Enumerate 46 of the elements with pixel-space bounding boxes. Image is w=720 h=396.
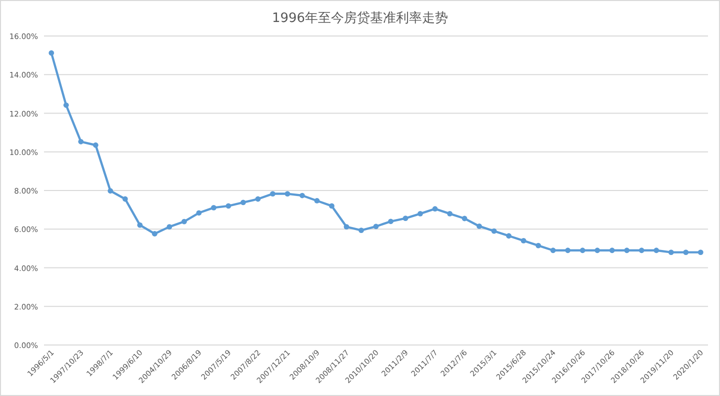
point (48, 50, 54, 56)
point (580, 248, 586, 254)
point (638, 248, 644, 254)
point (196, 210, 202, 216)
point (698, 250, 704, 255)
point (432, 206, 438, 212)
point (166, 224, 172, 230)
point (226, 203, 232, 209)
point (520, 238, 526, 244)
point (624, 248, 630, 254)
point (388, 218, 394, 224)
point (181, 218, 187, 224)
point (594, 248, 600, 254)
point (108, 188, 114, 194)
point (137, 222, 143, 228)
point (506, 233, 512, 239)
point (418, 210, 423, 216)
point (344, 224, 350, 230)
point (373, 224, 379, 230)
point (210, 204, 216, 210)
point (270, 191, 276, 196)
point (536, 242, 542, 248)
point (255, 196, 261, 202)
point (402, 216, 408, 222)
point (122, 196, 128, 202)
point (358, 228, 364, 233)
point (491, 228, 497, 234)
point (447, 210, 452, 216)
point (329, 203, 334, 209)
point (476, 224, 482, 229)
point (300, 192, 305, 198)
point (92, 142, 98, 148)
point (550, 248, 556, 254)
point (683, 250, 689, 255)
point (152, 231, 158, 236)
point (462, 216, 468, 222)
point (78, 138, 84, 144)
point (565, 248, 571, 254)
point (654, 248, 660, 254)
point (668, 250, 674, 255)
point (284, 191, 290, 196)
chart-title: 1996年至今房贷基准利率走势 (272, 10, 448, 26)
point (609, 248, 615, 254)
point (314, 198, 320, 204)
point (63, 102, 69, 108)
point (240, 200, 246, 206)
